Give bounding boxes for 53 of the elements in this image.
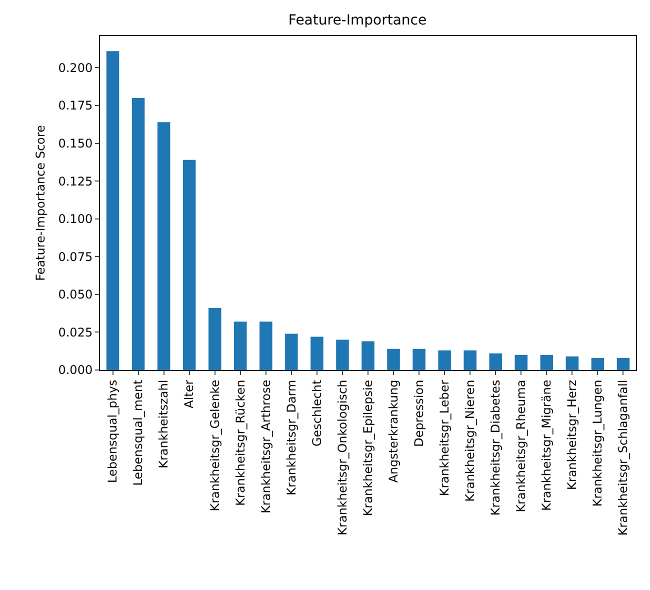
x-tick-label: Krankheitsgr_Arthrose	[258, 380, 273, 514]
y-tick-label: 0.125	[58, 174, 93, 188]
bar	[464, 350, 476, 370]
bar	[489, 353, 502, 370]
y-tick-label: 0.050	[58, 288, 93, 302]
bar	[234, 322, 247, 370]
bar	[438, 350, 451, 370]
bar	[208, 308, 222, 370]
x-tick-label: Krankheitsgr_Darm	[284, 380, 298, 496]
x-tick-label: Krankheitsgr_Nieren	[463, 380, 477, 502]
y-tick-label: 0.000	[58, 363, 93, 378]
bar	[591, 358, 604, 370]
y-tick-label: 0.025	[58, 325, 93, 340]
x-tick-label: Krankheitsgr_Gelenke	[208, 380, 222, 512]
bar	[566, 356, 579, 370]
x-tick-label: Lebensqual_phys	[106, 380, 120, 484]
bar	[132, 98, 145, 370]
bar	[362, 341, 374, 370]
bar	[157, 122, 170, 370]
bar	[260, 322, 272, 370]
x-tick-label: Krankheitsgr_Schlaganfall	[616, 380, 630, 536]
bar	[106, 51, 120, 370]
x-tick-label: Krankheitsgr_Migräne	[540, 380, 554, 511]
x-tick-label: Krankheitsgr_Lungen	[590, 380, 605, 507]
chart-title: Feature-Importance	[288, 12, 427, 29]
x-tick-label: Krankheitsgr_Epilepsie	[360, 380, 375, 516]
bar	[387, 348, 400, 370]
x-tick-label: Krankheitsgr_Rheuma	[514, 380, 528, 512]
y-tick-label: 0.175	[58, 98, 93, 113]
bar	[310, 336, 324, 370]
bar	[412, 348, 426, 370]
bar	[336, 340, 349, 370]
y-tick-label: 0.100	[58, 212, 93, 226]
bar	[540, 354, 554, 370]
x-tick-label: Krankheitsgr_Herz	[565, 380, 580, 490]
x-tick-label: Krankheitsgr_Leber	[437, 380, 452, 496]
bar	[182, 160, 196, 370]
x-tick-label: Depression	[412, 380, 426, 447]
y-tick-label: 0.200	[58, 60, 93, 75]
x-tick-label: Krankheitszahl	[156, 380, 171, 468]
y-tick-label: 0.150	[58, 136, 93, 150]
bar	[616, 358, 630, 370]
x-tick-label: Lebensqual_ment	[131, 380, 146, 486]
x-tick-label: Krankheitsgr_Onkologisch	[335, 380, 350, 536]
x-tick-label: Geschlecht	[310, 380, 324, 447]
x-tick-label: Krankheitsgr_Diabetes	[488, 380, 503, 516]
x-tick-label: Alter	[182, 380, 196, 408]
y-tick-label: 0.075	[58, 250, 93, 264]
x-tick-label: Angsterkrankung	[386, 380, 400, 483]
y-axis-title: Feature-Importance Score	[34, 125, 48, 281]
x-tick-label: Krankheitsgr_Rücken	[233, 380, 248, 506]
bar	[285, 334, 298, 370]
bar	[514, 354, 528, 370]
